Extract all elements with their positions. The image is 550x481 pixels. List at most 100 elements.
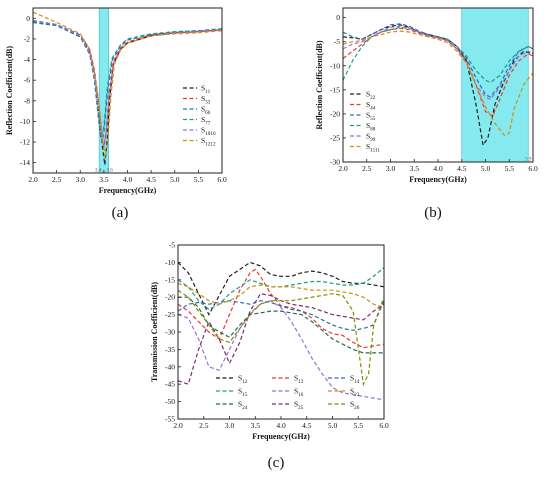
- legend-label-subscript: 16: [298, 392, 304, 398]
- y-tick-label: -40: [165, 362, 175, 371]
- y-tick-label: -45: [165, 380, 175, 389]
- y-tick-label: -35: [165, 345, 175, 354]
- y-tick-label: -55: [165, 415, 175, 424]
- legend-label-main: S: [294, 400, 298, 409]
- panel-label: (c): [268, 455, 285, 471]
- legend-label-main: S: [350, 374, 354, 383]
- legend-label-main: S: [350, 400, 354, 409]
- y-tick-label: 0: [26, 14, 30, 23]
- x-tick-label: 4.5: [146, 175, 156, 184]
- series-line-s1010: [32, 19, 223, 147]
- legend-label: S11: [201, 84, 211, 95]
- y-tick-label: -10: [330, 61, 340, 70]
- legend-label-main: S: [201, 105, 205, 114]
- legend-label-main: S: [201, 115, 205, 124]
- legend-label-subscript: 88: [370, 126, 376, 132]
- series-line-s1212: [32, 11, 223, 158]
- legend-label-main: S: [350, 387, 354, 396]
- legend-label-main: S: [366, 142, 370, 151]
- legend-label-subscript: 13: [298, 379, 304, 385]
- y-tick-label: -15: [165, 275, 175, 284]
- legend-label-subscript: 24: [242, 405, 248, 411]
- y-tick-label: -5: [334, 37, 340, 46]
- panel-label: (b): [424, 205, 442, 221]
- legend-label-subscript: 14: [354, 379, 360, 385]
- x-tick-label: 4.5: [302, 421, 312, 430]
- chart-panel-c: 2.0 2.5 3.0 3.5 4.0 4.5 5.0 5.5 6.0 -5 -10 -15 -20 -2…: [150, 241, 389, 472]
- series-line-s88: [342, 26, 534, 84]
- x-tick-label: 5.0: [481, 164, 491, 173]
- legend-label-main: S: [366, 111, 370, 120]
- legend-label-main: S: [294, 387, 298, 396]
- y-tick-label: -30: [165, 328, 175, 337]
- series-line-s16: [177, 300, 385, 401]
- legend-label-main: S: [238, 400, 242, 409]
- legend-label: S13: [294, 374, 304, 385]
- legend-label-main: S: [366, 121, 370, 130]
- x-tick-label: 4.0: [433, 164, 443, 173]
- legend-label-main: S: [201, 126, 205, 135]
- legend-label-subscript: 55: [370, 116, 376, 122]
- legend-label-main: S: [238, 374, 242, 383]
- series-line-s14: [177, 300, 385, 331]
- series-line-s15: [177, 267, 385, 311]
- legend-label-subscript: 77: [205, 120, 211, 126]
- legend-label: S16: [294, 387, 304, 398]
- x-tick-label: 5.5: [194, 175, 204, 184]
- x-tick-label: 4.5: [457, 164, 467, 173]
- legend-label: S1212: [201, 136, 216, 147]
- y-tick-label: -15: [330, 85, 340, 94]
- legend-label-subscript: 26: [354, 405, 360, 411]
- highlight-edge-label: 3.6: [106, 169, 113, 174]
- x-tick-label: 5.0: [328, 421, 338, 430]
- x-axis-title: Frequency(GHz): [252, 432, 310, 441]
- y-tick-label: -5: [169, 241, 175, 250]
- x-tick-label: 4.0: [123, 175, 133, 184]
- legend-label-main: S: [201, 136, 205, 145]
- legend-label: S55: [366, 111, 376, 122]
- legend-label-subscript: 44: [370, 105, 376, 111]
- series-line-s13: [177, 268, 385, 349]
- x-tick-label: 3.5: [410, 164, 420, 173]
- x-tick-label: 3.5: [251, 421, 261, 430]
- x-axis-title: Frequency(GHz): [409, 175, 467, 184]
- x-tick-label: 2.5: [362, 164, 372, 173]
- y-tick-label: -10: [20, 117, 30, 126]
- legend-label: S66: [201, 105, 211, 116]
- legend-label-main: S: [201, 94, 205, 103]
- legend-label-main: S: [366, 100, 370, 109]
- legend-label-subscript: 11: [205, 89, 210, 95]
- legend-label-subscript: 66: [205, 110, 211, 116]
- series-line-s23: [177, 282, 385, 309]
- y-tick-label: -50: [165, 397, 175, 406]
- series-line-s66: [32, 21, 223, 143]
- legend-label: S77: [201, 115, 211, 126]
- x-tick-label: 2.5: [52, 175, 62, 184]
- y-tick-label: -2: [24, 34, 30, 43]
- legend-label-subscript: 25: [298, 405, 304, 411]
- chart-panel-b: 2.0 2.5 3.0 3.5 4.0 4.5 5.0 5.5 6.0 0 -5 -10 -15 -20 -…: [315, 7, 538, 221]
- y-tick-label: -25: [330, 133, 340, 142]
- legend-label: S23: [350, 387, 360, 398]
- x-tick-label: 3.5: [99, 175, 109, 184]
- series-line-s26: [177, 289, 385, 387]
- series-line-s77: [32, 20, 223, 138]
- legend-label-subscript: 23: [354, 392, 360, 398]
- legend-label: S24: [238, 400, 248, 411]
- x-tick-label: 3.0: [386, 164, 396, 173]
- y-axis-title: Reflection Coefficient(dB): [315, 40, 324, 129]
- x-tick-label: 3.0: [225, 421, 235, 430]
- legend-label: S14: [350, 374, 360, 385]
- x-tick-label: 5.5: [354, 421, 364, 430]
- series-line-s1111: [342, 30, 534, 137]
- series-line-s24: [178, 296, 384, 354]
- legend-label: S26: [350, 400, 360, 411]
- x-tick-label: 4.0: [276, 421, 286, 430]
- legend-label: S88: [366, 121, 376, 132]
- legend-label: S25: [294, 400, 304, 411]
- x-tick-label: 3.0: [76, 175, 86, 184]
- x-tick-label: 5.5: [505, 164, 515, 173]
- y-tick-label: -30: [330, 158, 340, 167]
